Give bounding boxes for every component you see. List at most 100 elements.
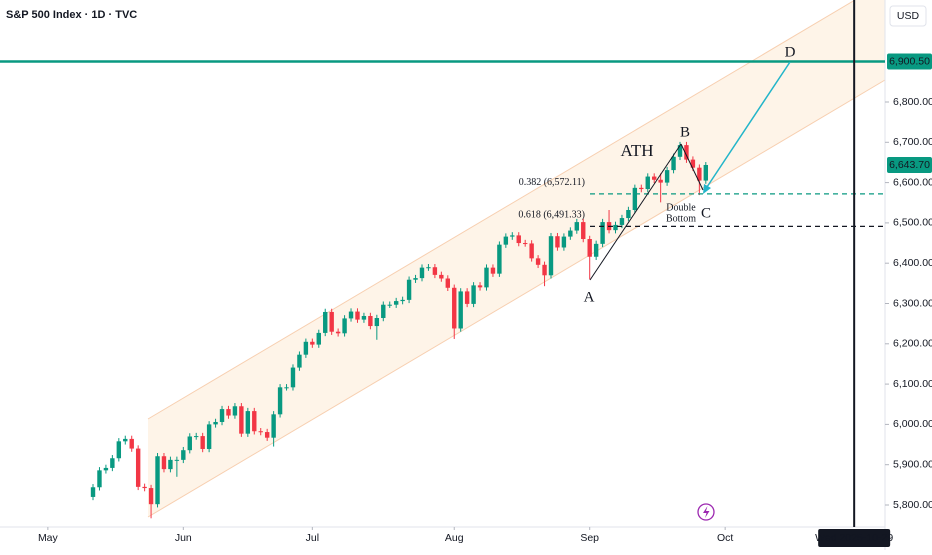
x-tick-label: Sep: [580, 532, 599, 544]
candle-body: [632, 187, 638, 211]
candle-body: [355, 311, 360, 320]
wave-ab: [589, 143, 682, 281]
candle-body: [103, 467, 109, 471]
y-tick-label: 6,100.00: [893, 378, 932, 390]
candle-body: [161, 456, 167, 470]
annotation: A: [584, 289, 595, 305]
candle-body: [464, 291, 470, 304]
candle-body: [187, 436, 192, 451]
candle-body: [155, 456, 160, 505]
candle-body: [419, 267, 425, 279]
candle-body: [664, 170, 670, 183]
candle-body: [232, 406, 238, 416]
currency-button[interactable]: [889, 5, 927, 27]
last-price-tag: [887, 156, 932, 173]
candle-body: [323, 311, 328, 333]
last-price-label: 6,643.70: [889, 159, 930, 171]
candle-body: [90, 487, 96, 497]
candle-body: [316, 332, 321, 345]
candle-body: [123, 438, 128, 442]
candle-body: [226, 409, 231, 416]
candle-body: [277, 387, 283, 415]
candle-body: [174, 459, 180, 461]
candle-body: [426, 267, 431, 269]
candle-body: [393, 301, 399, 305]
y-tick-label: 6,800.00: [893, 96, 932, 108]
candle-body: [290, 367, 296, 388]
candle-body: [535, 258, 541, 265]
candle-body: [116, 441, 122, 459]
annotation-note: Bottom: [666, 213, 696, 224]
candle-body: [471, 285, 476, 304]
y-tick-label: 6,300.00: [893, 297, 932, 309]
candle-body: [619, 218, 625, 225]
y-tick-label: 6,600.00: [893, 176, 932, 188]
candle-body: [529, 243, 534, 259]
candle-body: [303, 341, 309, 355]
level-tag: [887, 53, 932, 70]
candle-body: [522, 243, 528, 245]
currency[interactable]: USD: [897, 10, 920, 22]
candle-body: [135, 448, 141, 487]
candle-body: [97, 470, 102, 488]
candle-body: [181, 450, 186, 460]
candle-body: [684, 145, 689, 160]
candle-body: [194, 436, 199, 438]
y-tick-label: 6,500.00: [893, 217, 932, 229]
candle-body: [600, 222, 605, 244]
y-tick-label: 6,700.00: [893, 136, 932, 148]
candle-body: [219, 409, 225, 422]
candle-body: [252, 411, 257, 432]
candle-body: [387, 304, 392, 306]
candle-body: [613, 224, 618, 231]
candle-body: [477, 285, 483, 288]
annotation-note: Double: [666, 202, 696, 213]
event-icon-bolt: [703, 506, 710, 518]
candle-body: [400, 299, 405, 302]
candle-body: [361, 315, 367, 320]
candle-body: [671, 156, 676, 171]
crosshair-label: Wed 2025-10-29: [815, 532, 893, 544]
candle-body: [142, 486, 147, 489]
candle-body: [129, 438, 134, 449]
candle-body: [213, 421, 218, 425]
candle-body: [574, 222, 579, 231]
candle-body: [652, 176, 657, 180]
x-tick-label: Aug: [445, 532, 464, 544]
wave-bc: [680, 143, 704, 191]
candle-body: [168, 459, 173, 470]
candle-body: [690, 159, 696, 168]
candle-body: [348, 311, 354, 319]
channel: [148, 0, 885, 517]
candle-body: [245, 411, 251, 434]
y-tick-label: 6,000.00: [893, 418, 932, 430]
wave-cd: [704, 61, 791, 191]
candle-body: [439, 274, 444, 279]
y-tick-label: 6,400.00: [893, 257, 932, 269]
candle-body: [677, 145, 683, 157]
candle-body: [516, 235, 521, 244]
fib-label: 0.382 (6,572.11): [519, 177, 585, 188]
candle-body: [697, 167, 702, 181]
candle-body: [503, 236, 509, 245]
candle-body: [490, 267, 496, 274]
y-tick-label: 5,800.00: [893, 499, 932, 511]
x-tick-label: Jun: [175, 532, 192, 544]
candle-body: [510, 235, 515, 237]
candle-body: [639, 187, 644, 190]
channel-upper: [147, 0, 856, 420]
candle-body: [458, 291, 463, 329]
candle-body: [310, 341, 315, 345]
candle-body: [342, 318, 347, 334]
channel-lower: [147, 79, 886, 518]
candle-body: [329, 311, 334, 332]
y-tick-label: 6,200.00: [893, 338, 932, 350]
candle-body: [703, 164, 709, 181]
candle-body: [110, 458, 115, 468]
level-tag-label: 6,900.50: [889, 55, 930, 67]
candle-body: [645, 176, 650, 190]
annotation: ATH: [620, 141, 653, 160]
candle-body: [368, 315, 373, 327]
candle-body: [239, 406, 244, 434]
